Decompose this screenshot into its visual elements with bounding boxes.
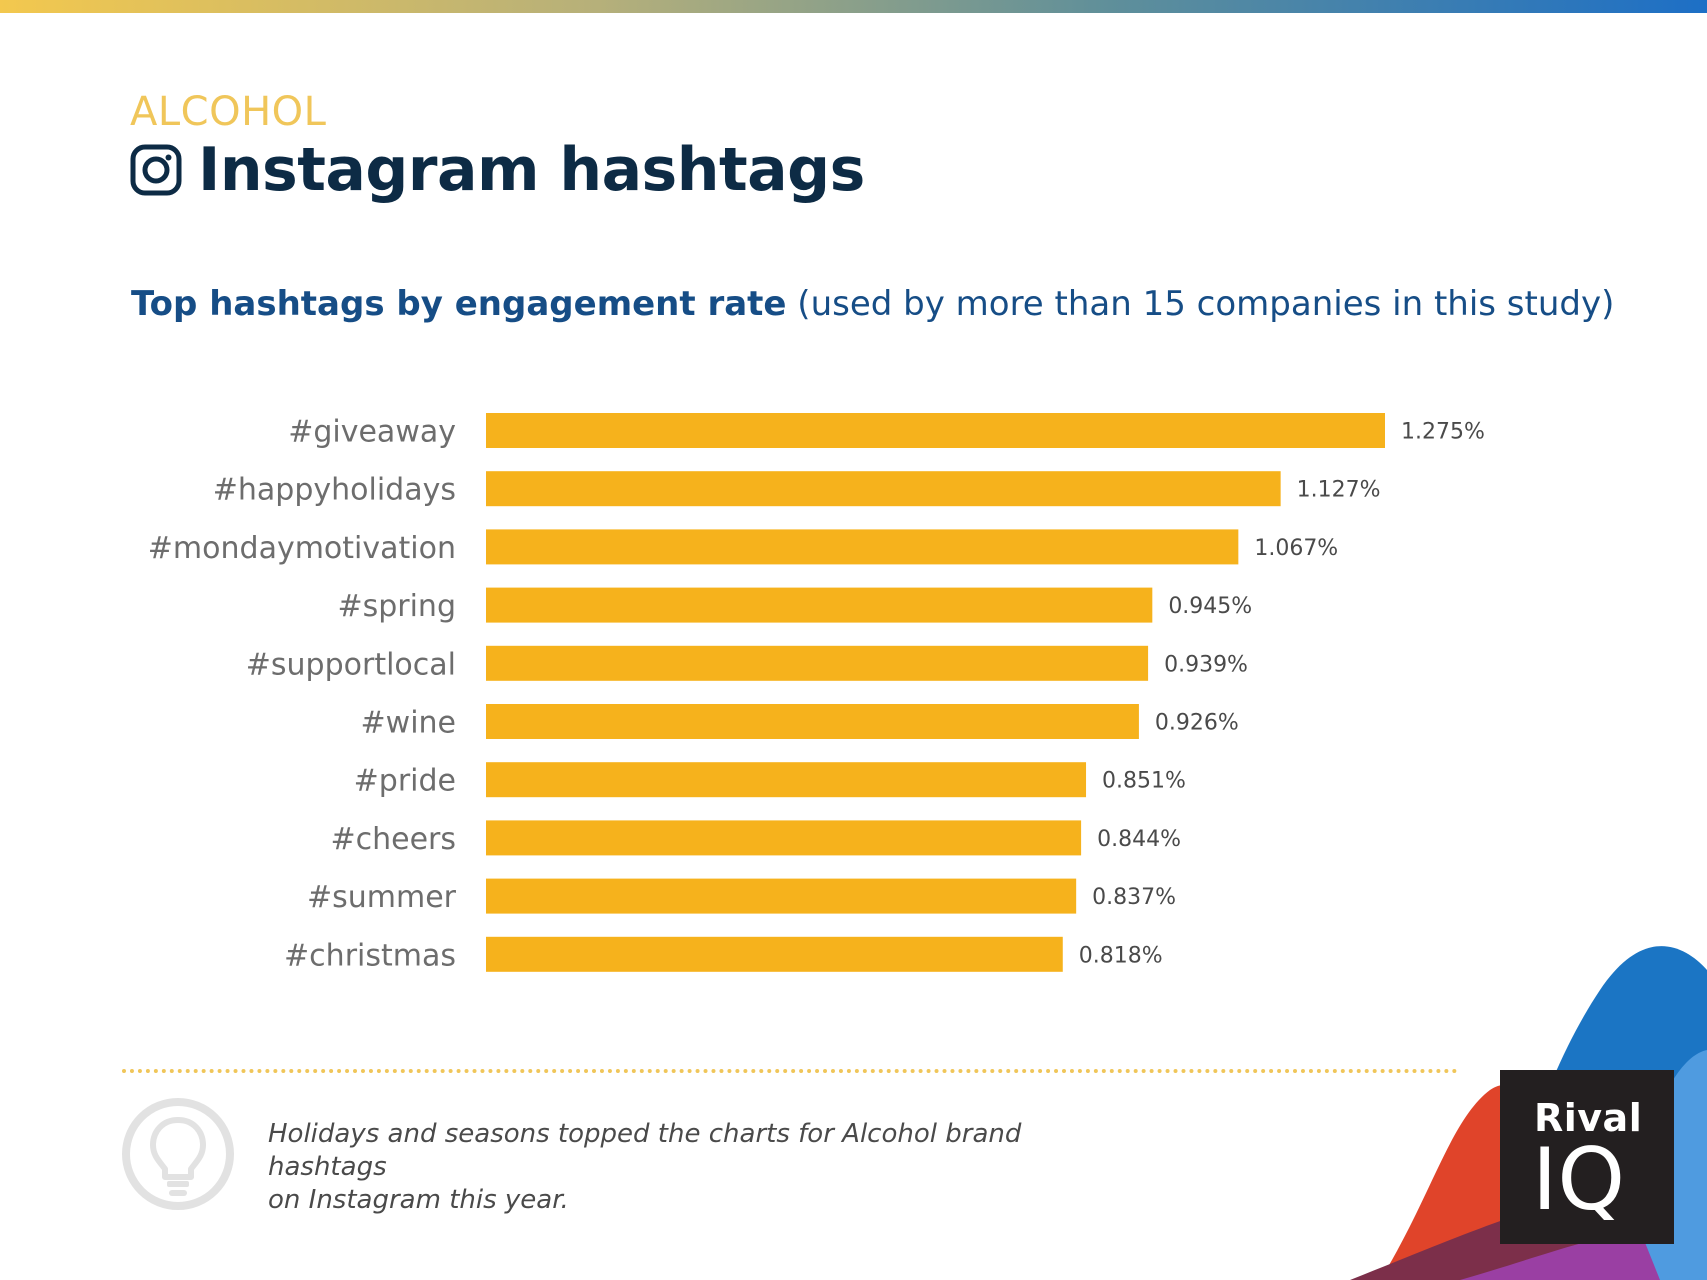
lightbulb-icon [122,1098,234,1210]
instagram-icon [130,144,182,196]
category-label: ALCOHOL [130,89,327,135]
bar-4 [486,645,1149,681]
value-label-6: 0.851% [1102,769,1186,794]
category-label-5: #wine [361,706,456,741]
category-label-3: #spring [337,589,456,624]
logo-text-bottom: IQ [1532,1130,1626,1230]
category-label-9: #christmas [284,938,456,973]
dotted-divider [122,1069,1458,1073]
category-label-1: #happyholidays [213,473,456,508]
value-label-0: 1.275% [1401,420,1485,445]
value-label-1: 1.127% [1297,478,1381,503]
value-label-5: 0.926% [1155,711,1239,736]
bar-9 [486,936,1063,972]
value-label-8: 0.837% [1092,885,1176,910]
subtitle-bold: Top hashtags by engagement rate [131,284,787,324]
bar-3 [486,587,1153,623]
value-label-4: 0.939% [1164,652,1248,677]
bar-8 [486,878,1077,914]
subtitle-rest: (used by more than 15 companies in this … [786,284,1615,324]
logo-text-top: Rival [1534,1096,1643,1140]
value-label-3: 0.945% [1168,594,1252,619]
category-label-4: #supportlocal [246,647,456,682]
bar-5 [486,704,1139,739]
bar-0 [486,413,1385,448]
category-label-6: #pride [354,764,456,799]
insight-note-line1: Holidays and seasons topped the charts f… [268,1119,1022,1182]
value-label-9: 0.818% [1079,943,1163,968]
rival-iq-logo: Rival IQ [1500,1070,1674,1244]
page-title: Instagram hashtags [198,135,865,205]
category-label-2: #mondaymotivation [148,531,456,566]
bar-7 [486,820,1082,856]
bar-1 [486,471,1281,507]
insight-note-line2: on Instagram this year. [268,1185,569,1215]
insight-note: Holidays and seasons topped the charts f… [268,1118,1128,1217]
bar-chart: #giveaway 1.275% #happyholidays 1.127% #mond… [148,413,1485,973]
value-label-2: 1.067% [1254,536,1338,561]
value-label-7: 0.844% [1097,827,1181,852]
category-label-0: #giveaway [288,415,456,450]
bar-2 [486,529,1239,565]
top-gradient-bar [0,0,1707,13]
title-row: Instagram hashtags [130,138,865,202]
bar-6 [486,762,1087,798]
category-label-8: #summer [307,880,457,915]
category-label-7: #cheers [330,822,456,857]
chart-subtitle: Top hashtags by engagement rate (used by… [131,282,1614,326]
